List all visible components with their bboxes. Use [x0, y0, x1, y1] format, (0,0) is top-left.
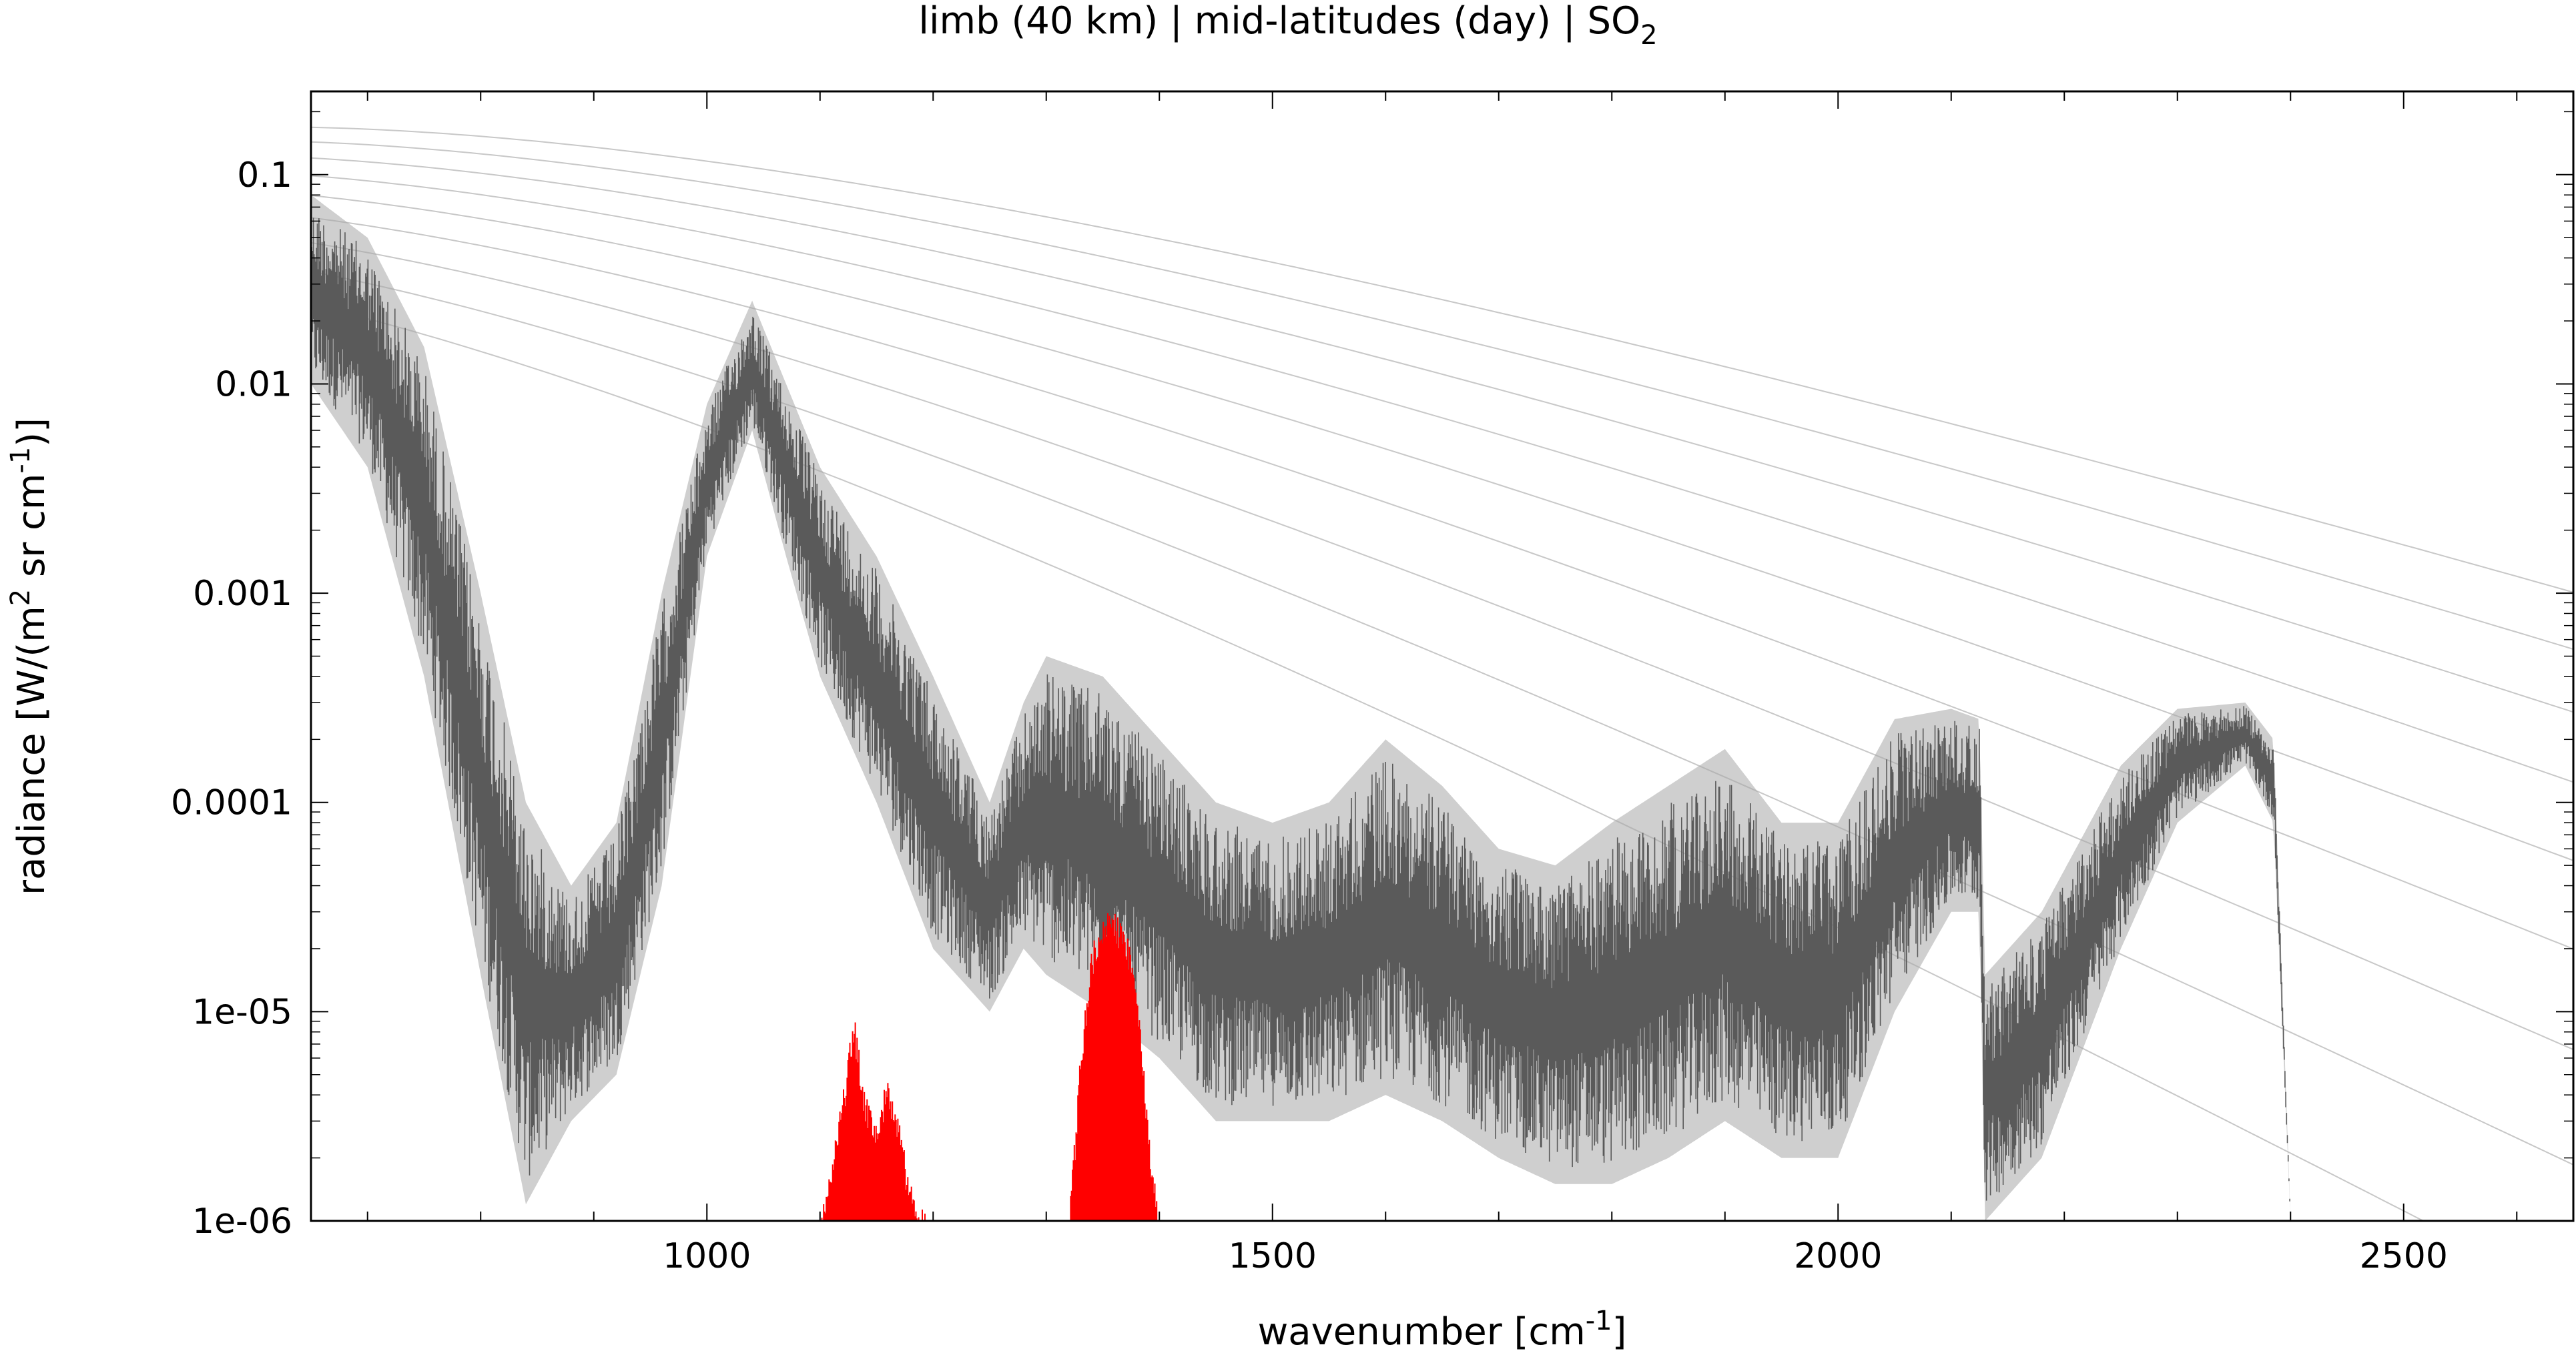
- x-axis-title-superscript: -1: [1586, 1306, 1612, 1336]
- planck-curve-295K: [311, 142, 2573, 649]
- y-tick-label: 1e-06: [192, 1202, 292, 1242]
- x-axis-title: wavenumber [cm-1]: [1257, 1306, 1626, 1354]
- x-tick-label: 1500: [1229, 1236, 1317, 1276]
- y-tick-label: 0.001: [193, 574, 292, 614]
- x-axis-title-main: wavenumber [cm: [1257, 1310, 1585, 1354]
- y-axis-title-part-b: sr cm: [10, 474, 53, 589]
- y-axis-title-part-a: radiance [W/(m: [10, 606, 53, 895]
- y-axis-title: radiance [W/(m2 sr cm-1)]: [5, 418, 53, 895]
- y-axis-title-superscript-2: -1: [5, 447, 36, 474]
- y-axis-title-superscript-1: 2: [5, 589, 36, 606]
- y-tick-label: 0.0001: [171, 783, 292, 823]
- chart-title-subscript: 2: [1640, 20, 1657, 51]
- y-tick-label: 0.01: [215, 364, 292, 404]
- x-tick-label: 2000: [1794, 1236, 1882, 1276]
- total-spectrum: [311, 195, 2573, 1221]
- chart-title: limb (40 km) | mid-latitudes (day) | SO2: [918, 0, 1657, 51]
- y-tick-label: 0.1: [237, 155, 292, 195]
- x-tick-label: 1000: [663, 1236, 751, 1276]
- x-tick-labels: 1000 1500 2000 2500: [663, 1236, 2448, 1276]
- x-tick-label: 2500: [2360, 1236, 2448, 1276]
- y-tick-label: 1e-05: [192, 992, 292, 1032]
- planck-curve-280K: [311, 158, 2573, 713]
- chart-title-main: limb (40 km) | mid-latitudes (day) | SO: [918, 0, 1640, 43]
- total-spectrum-envelope: [311, 195, 2573, 1221]
- y-axis-title-end: )]: [10, 418, 53, 447]
- y-tick-labels: 1e-06 1e-05 0.0001 0.001 0.01 0.1: [171, 155, 292, 1242]
- x-axis-title-end: ]: [1612, 1310, 1627, 1354]
